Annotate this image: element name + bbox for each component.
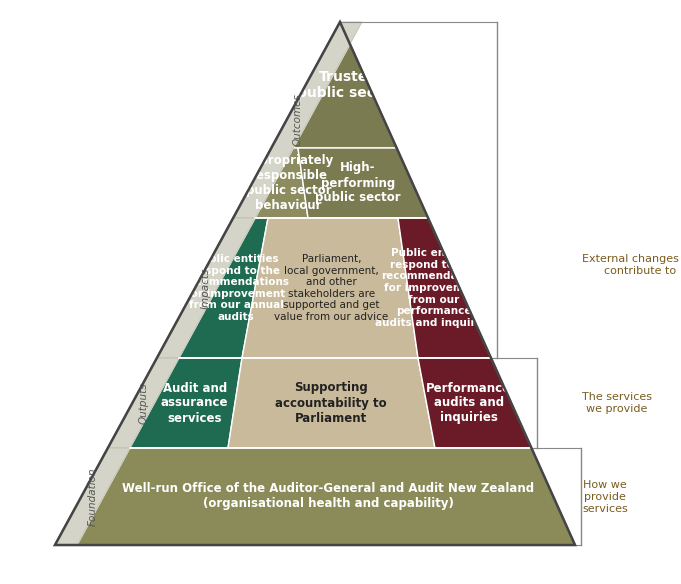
Polygon shape [77, 448, 575, 545]
Text: The services
we provide: The services we provide [582, 392, 652, 414]
Polygon shape [255, 148, 308, 218]
Text: Audit and
assurance
services: Audit and assurance services [161, 381, 228, 425]
Polygon shape [298, 148, 428, 218]
Text: Well-run Office of the Auditor-General and Audit New Zealand
(organisational hea: Well-run Office of the Auditor-General a… [123, 482, 535, 510]
Text: Supporting
accountability to
Parliament: Supporting accountability to Parliament [275, 381, 387, 425]
Text: Outputs: Outputs [138, 382, 148, 424]
Text: Public entities
respond to the
recommendations
for improvement
from our
performa: Public entities respond to the recommend… [375, 248, 492, 328]
Polygon shape [108, 358, 179, 448]
Text: High-
performing
public sector: High- performing public sector [315, 162, 400, 204]
Text: Public entities
respond to the
recommendations
for improvement
from our annual
a: Public entities respond to the recommend… [183, 254, 289, 322]
Polygon shape [228, 358, 435, 448]
Polygon shape [418, 358, 531, 448]
Text: Parliament,
local government,
and other
stakeholders are
supported and get
value: Parliament, local government, and other … [274, 254, 389, 322]
Text: Trusted
public sector: Trusted public sector [298, 70, 398, 100]
Text: Performance
audits and
inquiries: Performance audits and inquiries [426, 381, 511, 425]
Text: Outcomes: Outcomes [293, 93, 302, 147]
Text: External changes we
contribute to: External changes we contribute to [582, 254, 681, 276]
Polygon shape [55, 448, 130, 545]
Polygon shape [179, 218, 268, 358]
Polygon shape [398, 218, 491, 358]
Polygon shape [55, 22, 575, 545]
Polygon shape [242, 218, 418, 358]
Text: Appropriately
responsible
public sector
behaviour: Appropriately responsible public sector … [243, 154, 334, 212]
Text: Foundation: Foundation [87, 467, 97, 526]
Polygon shape [157, 218, 255, 358]
Text: How we
provide
services: How we provide services [582, 481, 628, 513]
Polygon shape [294, 22, 396, 148]
Polygon shape [130, 358, 242, 448]
Text: Impacts: Impacts [201, 267, 211, 309]
Polygon shape [233, 22, 362, 218]
